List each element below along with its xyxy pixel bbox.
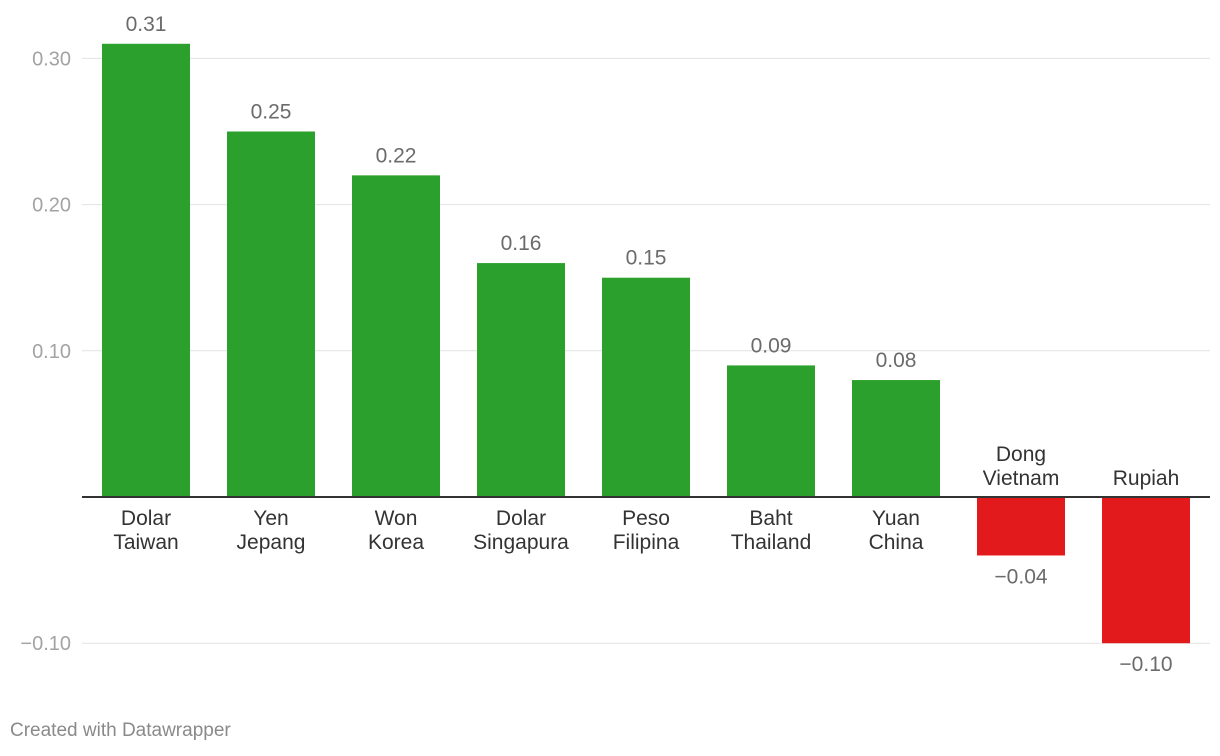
y-tick-label: −0.10 [20, 633, 71, 655]
value-label: −0.04 [994, 565, 1047, 588]
category-label-line: Won [375, 507, 418, 530]
y-tick-label: 0.30 [32, 48, 71, 70]
bar [227, 131, 315, 497]
bar [852, 380, 940, 497]
bar [477, 263, 565, 497]
category-label: Yuan China [869, 507, 924, 554]
y-tick-label: 0.20 [32, 195, 71, 217]
bar [102, 43, 190, 497]
category-label-line: Jepang [237, 531, 306, 554]
value-label: 0.08 [876, 349, 917, 372]
category-label-line: Rupiah [1113, 467, 1180, 490]
category-label-line: Vietnam [983, 467, 1060, 490]
category-label-line: Thailand [731, 531, 812, 554]
bars [102, 43, 1190, 644]
bar [602, 277, 690, 497]
value-label: 0.09 [751, 334, 792, 357]
category-label: Dolar Singapura [473, 507, 569, 554]
category-label-line: Singapura [473, 531, 569, 554]
category-label-line: Taiwan [113, 531, 178, 554]
category-label: Peso Filipina [613, 507, 680, 554]
category-label-line: Dolar [496, 507, 546, 530]
value-label: 0.22 [376, 144, 417, 167]
bar [352, 175, 440, 498]
category-label-line: Dong [996, 443, 1046, 466]
value-label: −0.10 [1119, 653, 1172, 676]
category-label: Yen Jepang [237, 507, 306, 554]
credit-text: Created with Datawrapper [10, 720, 231, 741]
bar [1102, 497, 1190, 644]
category-label-line: Peso [622, 507, 670, 530]
y-tick-label: 0.10 [32, 341, 71, 363]
value-label: 0.31 [126, 13, 167, 36]
category-label-line: Korea [368, 531, 424, 554]
category-label: Baht Thailand [731, 507, 812, 554]
category-label: Rupiah [1113, 467, 1180, 490]
category-label-line: Filipina [613, 531, 680, 554]
category-label-line: Dolar [121, 507, 171, 530]
category-label: Dolar Taiwan [113, 507, 178, 554]
bar [727, 365, 815, 497]
category-label-line: Baht [749, 507, 792, 530]
category-label: Won Korea [368, 507, 424, 554]
value-label: 0.16 [501, 232, 542, 255]
value-label: 0.15 [626, 247, 667, 270]
category-label-line: Yuan [872, 507, 920, 530]
category-label-line: Yen [253, 507, 288, 530]
bar [977, 497, 1065, 556]
value-label: 0.25 [251, 101, 292, 124]
category-label-line: China [869, 531, 924, 554]
category-label: Dong Vietnam [983, 443, 1060, 490]
